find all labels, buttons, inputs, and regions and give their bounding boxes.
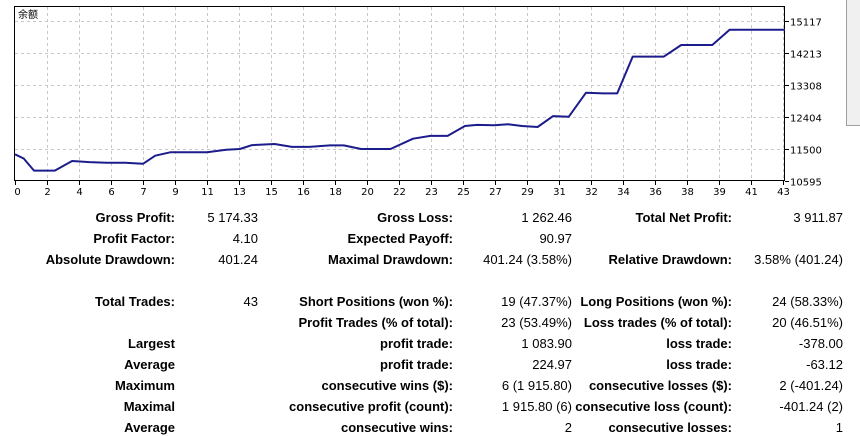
- loss-trades-label: Loss trades (% of total):: [583, 315, 732, 330]
- maximal-drawdown-value: 401.24 (3.58%): [483, 252, 572, 267]
- x-tick-label: 29: [521, 187, 534, 198]
- loss-trades-value: 20 (46.51%): [772, 315, 843, 330]
- average-consecutive-wins-value: 2: [564, 420, 572, 435]
- largest-profit-trade-value: 1 083.90: [521, 336, 572, 351]
- long-positions-value: 24 (58.33%): [772, 294, 843, 309]
- x-tick-label: 41: [745, 187, 758, 198]
- x-tick-label: 22: [393, 187, 406, 198]
- x-tick-label: 32: [585, 187, 598, 198]
- balance-series-line: [14, 28, 785, 172]
- balance-chart: 余额 15117 14213 13308 12404 11500 10595 0 2 4 6 7 9…: [0, 0, 860, 200]
- y-tick-label: 10595: [790, 178, 822, 189]
- gross-loss-label: Gross Loss:: [377, 210, 453, 225]
- y-tick-label: 13308: [790, 82, 822, 93]
- consecutive-profit-count-value: 1 915.80 (6): [501, 399, 572, 414]
- gross-profit-value: 5 174.33: [207, 210, 258, 225]
- long-positions-label: Long Positions (won %):: [580, 294, 732, 309]
- x-tick-label: 18: [329, 187, 342, 198]
- chart-grid: [15, 7, 785, 181]
- x-tick-label: 39: [713, 187, 726, 198]
- x-tick-label: 6: [108, 187, 114, 198]
- expected-payoff-value: 90.97: [539, 231, 572, 246]
- y-tick-label: 15117: [790, 18, 822, 29]
- x-tick-label: 13: [233, 187, 246, 198]
- expected-payoff-label: Expected Payoff:: [347, 231, 453, 246]
- largest-label: Largest: [128, 336, 175, 351]
- average-profit-trade-label: profit trade:: [380, 357, 453, 372]
- balance-chart-svg: 余额 15117 14213 13308 12404 11500 10595 0 2 4 6 7 9…: [14, 6, 822, 198]
- y-axis: 15117 14213 13308 12404 11500 10595: [785, 18, 822, 189]
- average-loss-trade-label: loss trade:: [666, 357, 732, 372]
- total-trades-label: Total Trades:: [95, 294, 175, 309]
- x-tick-label: 2: [44, 187, 50, 198]
- relative-drawdown-value: 3.58% (401.24): [754, 252, 843, 267]
- consecutive-loss-count-value: -401.24 (2): [779, 399, 843, 414]
- average-consecutive-losses-value: 1: [835, 420, 843, 435]
- average-loss-trade-value: -63.12: [806, 357, 843, 372]
- y-tick-label: 11500: [790, 146, 822, 157]
- plot-frame: [14, 6, 785, 181]
- consecutive-wins-money-value: 6 (1 915.80): [501, 378, 572, 393]
- relative-drawdown-label: Relative Drawdown:: [608, 252, 732, 267]
- y-tick-label: 12404: [790, 114, 822, 125]
- x-tick-label: 0: [14, 187, 20, 198]
- x-tick-label: 20: [361, 187, 374, 198]
- total-trades-value: 43: [243, 294, 258, 309]
- x-axis: 0 2 4 6 7 9 11 13 15 16 18 20 22 23 25 27 29 31 32 34 36 38 39…: [14, 181, 790, 198]
- x-tick-label: 25: [457, 187, 470, 198]
- absolute-drawdown-value: 401.24: [218, 252, 258, 267]
- y-tick-label: 14213: [790, 50, 822, 61]
- x-tick-label: 11: [201, 187, 214, 198]
- x-tick-label: 4: [76, 187, 82, 198]
- consecutive-losses-money-label: consecutive losses ($):: [588, 378, 732, 393]
- profit-factor-label: Profit Factor:: [93, 231, 175, 246]
- profit-trades-label: Profit Trades (% of total):: [298, 315, 453, 330]
- x-tick-label: 27: [489, 187, 502, 198]
- consecutive-losses-money-value: 2 (-401.24): [779, 378, 843, 393]
- short-positions-value: 19 (47.37%): [501, 294, 572, 309]
- x-tick-label: 31: [553, 187, 566, 198]
- x-tick-label: 34: [617, 187, 630, 198]
- average-profit-trade-value: 224.97: [532, 357, 572, 372]
- largest-loss-trade-value: -378.00: [798, 336, 843, 351]
- consecutive-profit-count-label: consecutive profit (count):: [289, 399, 453, 414]
- x-tick-label: 7: [140, 187, 146, 198]
- chart-title: 余额: [18, 8, 38, 21]
- short-positions-label: Short Positions (won %):: [299, 294, 453, 309]
- x-tick-label: 23: [425, 187, 438, 198]
- x-tick-label: 16: [297, 187, 310, 198]
- largest-profit-trade-label: profit trade:: [380, 336, 453, 351]
- average-consecutive-label: Average: [124, 420, 175, 435]
- x-tick-label: 38: [681, 187, 694, 198]
- average-label: Average: [124, 357, 175, 372]
- gross-loss-value: 1 262.46: [521, 210, 572, 225]
- maximal-label: Maximal: [123, 399, 175, 414]
- maximum-label: Maximum: [115, 378, 175, 393]
- x-tick-label: 36: [649, 187, 662, 198]
- net-profit-label: Total Net Profit:: [635, 210, 732, 225]
- profit-factor-value: 4.10: [232, 231, 258, 246]
- report-statistics: Gross Profit: 5 174.33 Gross Loss: 1 262…: [0, 200, 860, 435]
- x-tick-label: 43: [777, 187, 790, 198]
- x-tick-label: 15: [265, 187, 278, 198]
- profit-trades-value: 23 (53.49%): [501, 315, 572, 330]
- consecutive-loss-count-label: consecutive loss (count):: [575, 399, 732, 414]
- net-profit-value: 3 911.87: [793, 210, 843, 225]
- maximal-drawdown-label: Maximal Drawdown:: [328, 252, 453, 267]
- x-tick-label: 9: [172, 187, 178, 198]
- gross-profit-label: Gross Profit:: [95, 210, 175, 225]
- average-consecutive-losses-label: consecutive losses:: [608, 420, 732, 435]
- average-consecutive-wins-label: consecutive wins:: [341, 420, 453, 435]
- absolute-drawdown-label: Absolute Drawdown:: [45, 252, 175, 267]
- largest-loss-trade-label: loss trade:: [666, 336, 732, 351]
- consecutive-wins-money-label: consecutive wins ($):: [321, 378, 453, 393]
- window-scrollbar-edge[interactable]: [846, 0, 860, 126]
